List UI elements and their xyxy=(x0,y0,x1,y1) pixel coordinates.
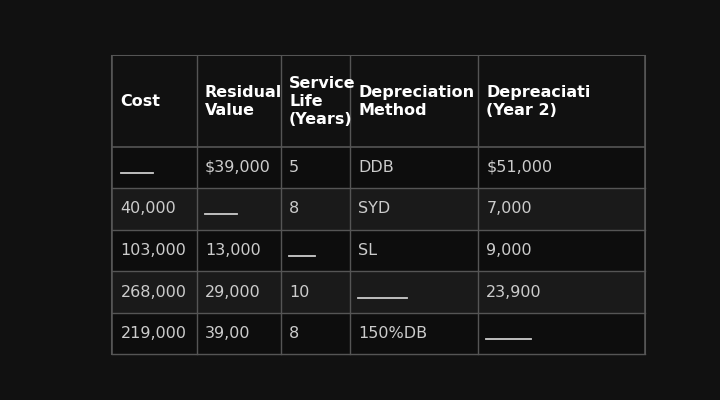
Text: 150%DB: 150%DB xyxy=(359,326,428,341)
Text: DDB: DDB xyxy=(359,160,394,175)
Text: SYD: SYD xyxy=(359,202,391,216)
Bar xyxy=(112,56,645,146)
Bar xyxy=(112,230,645,271)
Text: SL: SL xyxy=(359,243,377,258)
Text: 219,000: 219,000 xyxy=(121,326,186,341)
Text: 29,000: 29,000 xyxy=(205,284,261,300)
Text: $39,000: $39,000 xyxy=(205,160,271,175)
Text: 10: 10 xyxy=(289,284,310,300)
Text: 8: 8 xyxy=(289,326,300,341)
Text: 5: 5 xyxy=(289,160,300,175)
Text: 103,000: 103,000 xyxy=(121,243,186,258)
Text: 23,900: 23,900 xyxy=(486,284,542,300)
Text: Depreciation
Method: Depreciation Method xyxy=(359,85,474,118)
Bar xyxy=(112,146,645,188)
Text: 39,00: 39,00 xyxy=(205,326,251,341)
Text: Cost: Cost xyxy=(121,94,161,109)
Bar xyxy=(112,188,645,230)
Text: 7,000: 7,000 xyxy=(486,202,532,216)
Text: $51,000: $51,000 xyxy=(486,160,552,175)
Text: Residual
Value: Residual Value xyxy=(205,85,282,118)
Bar xyxy=(112,271,645,313)
Bar xyxy=(112,313,645,354)
Text: Service
Life
(Years): Service Life (Years) xyxy=(289,76,356,127)
Text: 13,000: 13,000 xyxy=(205,243,261,258)
Text: 8: 8 xyxy=(289,202,300,216)
Text: 9,000: 9,000 xyxy=(486,243,532,258)
Text: Depreaciati
(Year 2): Depreaciati (Year 2) xyxy=(486,85,590,118)
Text: 268,000: 268,000 xyxy=(121,284,186,300)
Text: 40,000: 40,000 xyxy=(121,202,176,216)
